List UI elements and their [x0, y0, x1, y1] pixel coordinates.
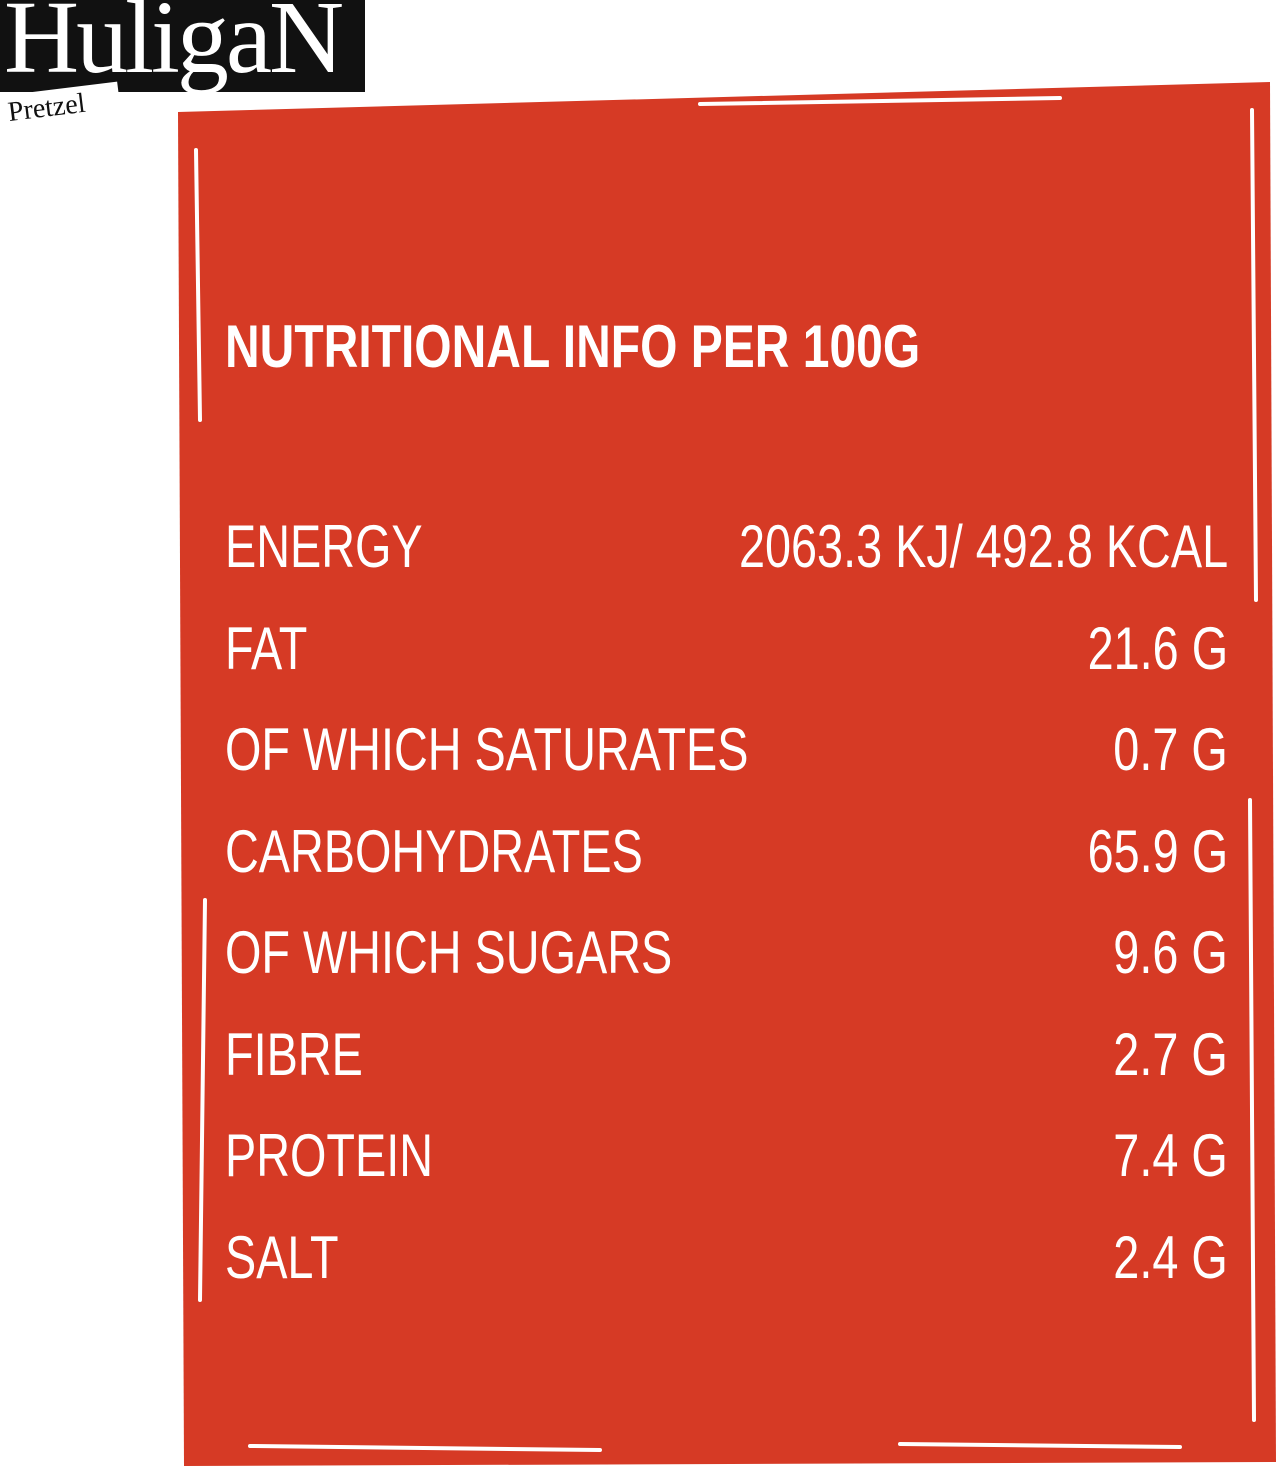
nutrient-label: OF WHICH SUGARS — [225, 919, 673, 986]
red-panel — [178, 82, 1276, 1466]
nutrition-row: ENERGY 2063.3 KJ/ 492.8 KCAL — [225, 512, 1228, 582]
nutrition-row: CARBOHYDRATES 65.9 G — [225, 817, 1228, 887]
nutrient-value: 9.6 G — [1113, 919, 1228, 986]
brand-name: HuligaN — [4, 0, 344, 92]
nutrient-value: 7.4 G — [1113, 1122, 1228, 1189]
nutrient-label: PROTEIN — [225, 1122, 434, 1189]
nutrition-row: PROTEIN 7.4 G — [225, 1121, 1228, 1191]
nutrient-label: CARBOHYDRATES — [225, 817, 643, 885]
rough-edge — [248, 84, 1182, 1452]
nutrient-value: 21.6 G — [1087, 614, 1228, 682]
nutrition-row: SALT 2.4 G — [225, 1223, 1228, 1293]
nutrition-row: FIBRE 2.7 G — [225, 1020, 1228, 1090]
nutrient-label: FAT — [225, 614, 308, 682]
nutrient-label: ENERGY — [225, 513, 423, 580]
nutrient-value: 65.9 G — [1087, 817, 1228, 885]
table-title: NUTRITIONAL INFO PER 100G — [225, 313, 921, 380]
brand-logo: HuligaN — [0, 0, 365, 92]
nutrient-value: 2.4 G — [1113, 1223, 1228, 1291]
subtitle: Pretzel — [6, 87, 88, 129]
nutrient-label: SALT — [225, 1223, 339, 1291]
nutrition-row: FAT 21.6 G — [225, 614, 1228, 684]
rough-edge — [194, 108, 1258, 1422]
nutrition-row: OF WHICH SATURATES 0.7 G — [225, 715, 1228, 785]
nutrient-value: 2.7 G — [1113, 1020, 1228, 1088]
nutrient-value: 0.7 G — [1113, 716, 1228, 783]
nutrient-label: OF WHICH SATURATES — [225, 716, 749, 783]
nutrient-label: FIBRE — [225, 1020, 363, 1088]
nutrition-row: OF WHICH SUGARS 9.6 G — [225, 918, 1228, 988]
nutrient-value: 2063.3 KJ/ 492.8 KCAL — [738, 513, 1228, 580]
